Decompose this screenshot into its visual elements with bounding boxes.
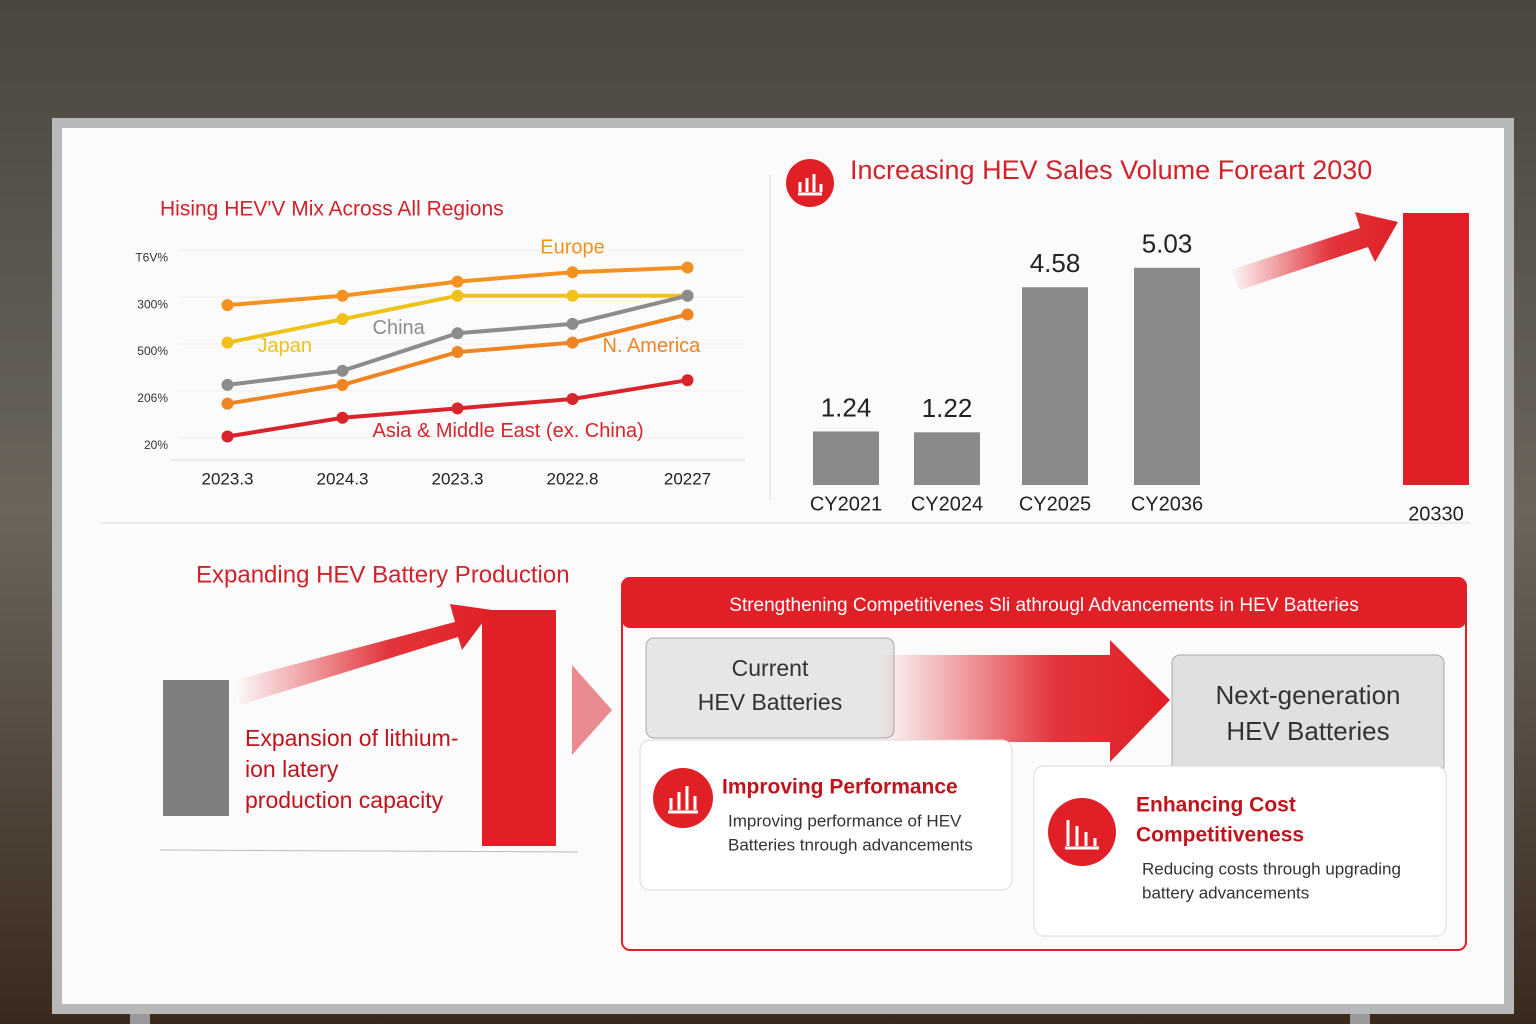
next-box — [1171, 654, 1445, 774]
point — [221, 378, 234, 391]
icon-glyph — [798, 174, 823, 196]
point — [681, 374, 694, 387]
point — [566, 317, 579, 330]
icon — [653, 768, 713, 828]
value-label: 1.24 — [821, 392, 872, 422]
icon — [1048, 798, 1116, 866]
panel-title: Expanding HEV Battery Production — [196, 561, 570, 588]
progress-arrow — [880, 640, 1170, 762]
trend-arrow — [1230, 212, 1398, 290]
box-label: HEV Batteries — [698, 689, 842, 715]
x-tick-label: CY2025 — [1019, 493, 1091, 515]
panel-text: Current HEV Batteries Next-generation HEV B… — [698, 655, 1401, 902]
point — [566, 336, 579, 349]
value-label: 1.22 — [922, 393, 973, 423]
series-label: China — [373, 317, 426, 339]
box-label: HEV Batteries — [1226, 716, 1389, 746]
bar — [813, 431, 879, 485]
card-title: Competitiveness — [1136, 824, 1304, 847]
growth-arrow — [235, 604, 492, 705]
point — [566, 392, 579, 405]
card-text: Improving performance of HEV — [728, 811, 962, 830]
bar — [1134, 267, 1200, 485]
line-chart: 20% 206% 500% 300% T6V% 2023.3 2024.3 2023.3 202… — [135, 237, 745, 488]
y-tick-label: 300% — [137, 297, 168, 311]
point — [566, 266, 579, 279]
x-tick-label: 2024.3 — [317, 469, 369, 488]
capacity-bar — [163, 680, 229, 816]
panel-header — [622, 578, 1466, 628]
point — [221, 397, 234, 410]
baseline — [159, 849, 579, 853]
point — [221, 299, 234, 312]
panel-text-line: Expansion of lithium- — [245, 725, 459, 751]
card-title: Enhancing Cost — [1136, 794, 1296, 817]
point — [681, 308, 694, 321]
point — [681, 289, 694, 302]
point — [336, 378, 349, 391]
point — [336, 411, 349, 424]
point — [336, 289, 349, 302]
x-tick-label: CY2036 — [1131, 493, 1203, 515]
panel-text: Expansion of lithium-ion latery productio… — [245, 725, 459, 813]
point — [681, 261, 694, 274]
capacity-bar — [482, 610, 556, 846]
series-label: Asia & Middle East (ex. China) — [373, 420, 644, 442]
chart-title: Hising HEV'V Mix Across All Regions — [160, 198, 504, 221]
y-tick-label: 20% — [144, 438, 168, 452]
point — [451, 346, 464, 359]
box-label: Current — [732, 655, 809, 681]
chart-title: Increasing HEV Sales Volume Foreart 2030 — [850, 155, 1372, 185]
card — [1033, 765, 1447, 937]
point — [451, 275, 464, 288]
x-tick-label: 2022.8 — [547, 469, 599, 488]
x-tick-label: 20227 — [664, 469, 711, 488]
panel-header-text: Strengthening Competitivenes Sli athroug… — [729, 595, 1358, 616]
x-tick-label: CY2021 — [810, 493, 882, 515]
point — [451, 289, 464, 302]
point — [451, 327, 464, 340]
x-tick-label: 2023.3 — [432, 469, 484, 488]
series-label: Europe — [540, 237, 605, 259]
x-tick-label: 20330 — [1408, 503, 1464, 525]
card-title: Improving Performance — [722, 776, 958, 799]
point — [451, 402, 464, 415]
point — [336, 364, 349, 377]
panel-text-line: ion latery — [245, 756, 339, 782]
point — [566, 289, 579, 302]
icon-glyph — [668, 786, 698, 814]
x-tick-label: CY2024 — [911, 493, 983, 515]
bar — [1022, 287, 1088, 485]
pointer — [572, 665, 612, 755]
box-label: Next-generation — [1216, 680, 1401, 710]
series-label: Japan — [258, 335, 313, 357]
icon-glyph — [1065, 820, 1099, 850]
y-tick-label: 500% — [137, 344, 168, 358]
card-text: Reducing costs through upgrading — [1142, 859, 1401, 878]
icon — [786, 159, 834, 207]
x-tick-label: 2023.3 — [202, 469, 254, 488]
value-label: 5.03 — [1142, 229, 1193, 259]
value-label: 4.58 — [1030, 248, 1081, 278]
series-label: N. America — [603, 335, 702, 357]
y-tick-label: 206% — [137, 391, 168, 405]
card-text: Batteries tnrough advancements — [728, 835, 973, 854]
y-tick-label: T6V% — [135, 250, 168, 264]
point — [221, 430, 234, 443]
current-box — [645, 637, 895, 739]
panel-text-line: production capacity — [245, 787, 444, 813]
point — [221, 336, 234, 349]
bar-chart: 1.24 CY2021 1.22 CY2024 4.58 CY2025 5.03 CY2036… — [810, 213, 1469, 525]
bar — [1403, 213, 1469, 485]
card-text: battery advancements — [1142, 883, 1309, 902]
bar — [914, 432, 980, 485]
point — [336, 313, 349, 326]
card — [639, 739, 1013, 891]
